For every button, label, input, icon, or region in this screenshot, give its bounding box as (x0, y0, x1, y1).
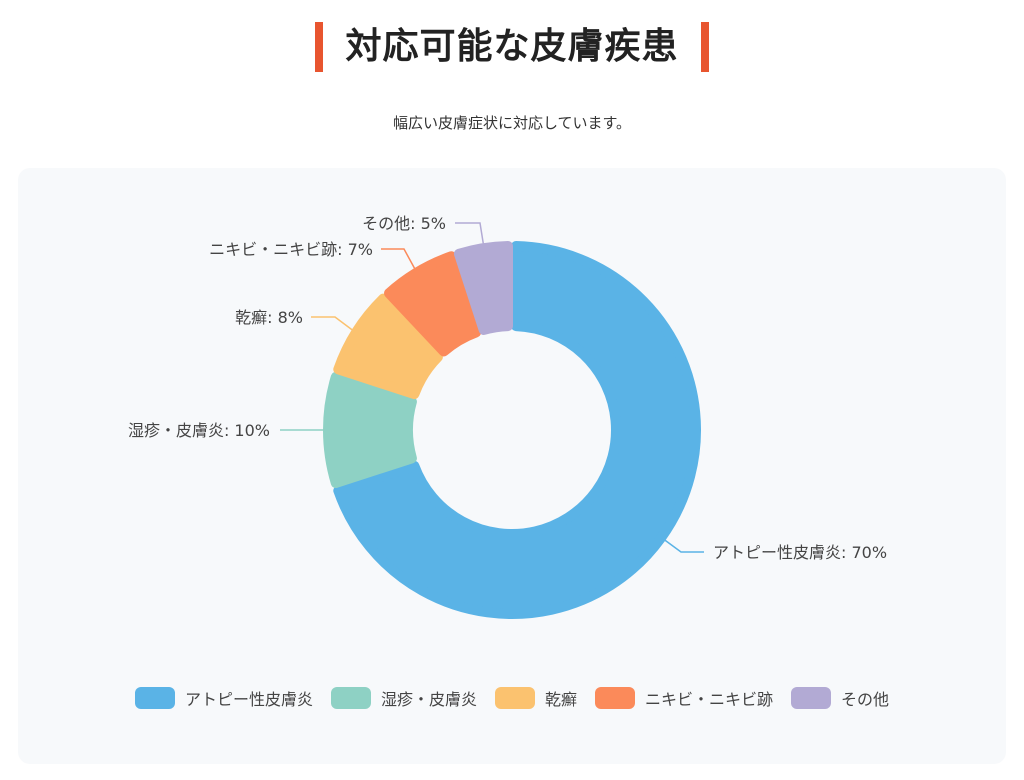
legend-item-acne[interactable]: ニキビ・ニキビ跡 (595, 686, 773, 710)
donut-slices (323, 241, 701, 619)
legend-swatch (494, 687, 535, 709)
data-label-eczema: 湿疹・皮膚炎: 10% (128, 421, 270, 440)
title-accent-bar-right (700, 22, 709, 72)
legend-label: ニキビ・ニキビ跡 (645, 690, 774, 709)
leader-lines (280, 222, 704, 553)
donut-slice-eczema[interactable] (323, 371, 417, 489)
data-label-psoriasis: 乾癬: 8% (235, 308, 303, 327)
legend-item-atopic[interactable]: アトピー性皮膚炎 (134, 686, 313, 710)
donut-slice-other[interactable] (453, 241, 514, 335)
legend-label: 乾癬 (544, 690, 577, 709)
legend-item-other[interactable]: その他 (791, 686, 889, 710)
leader-line-atopic (661, 537, 704, 553)
title-accent-bar-left (315, 22, 324, 72)
data-label-other: その他: 5% (362, 214, 446, 233)
legend-swatch (330, 687, 371, 709)
legend-swatch (134, 687, 175, 709)
section-header: 対応可能な皮膚疾患 (0, 22, 1024, 72)
page-title: 対応可能な皮膚疾患 (345, 26, 679, 67)
legend-item-psoriasis[interactable]: 乾癬 (494, 686, 577, 710)
chart-legend: アトピー性皮膚炎 湿疹・皮膚炎 乾癬 ニキビ・ニキビ跡 その他 (0, 686, 1024, 710)
donut-slice-acne[interactable] (383, 251, 482, 357)
data-label-atopic: アトピー性皮膚炎: 70% (713, 543, 887, 562)
donut-slice-atopic[interactable] (333, 241, 701, 619)
leader-line-other (455, 222, 485, 249)
leader-line-psoriasis (311, 316, 356, 333)
legend-label: アトピー性皮膚炎 (184, 690, 313, 709)
legend-label: 湿疹・皮膚炎 (380, 690, 477, 709)
data-label-acne: ニキビ・ニキビ跡: 7% (209, 240, 373, 259)
legend-item-eczema[interactable]: 湿疹・皮膚炎 (330, 686, 477, 710)
legend-swatch (595, 687, 635, 709)
donut-slice-psoriasis[interactable] (333, 293, 443, 400)
legend-swatch (791, 687, 832, 709)
legend-label: その他 (841, 690, 890, 709)
page-subtitle: 幅広い皮膚症状に対応しています。 (392, 114, 632, 132)
leader-line-acne (381, 248, 417, 272)
